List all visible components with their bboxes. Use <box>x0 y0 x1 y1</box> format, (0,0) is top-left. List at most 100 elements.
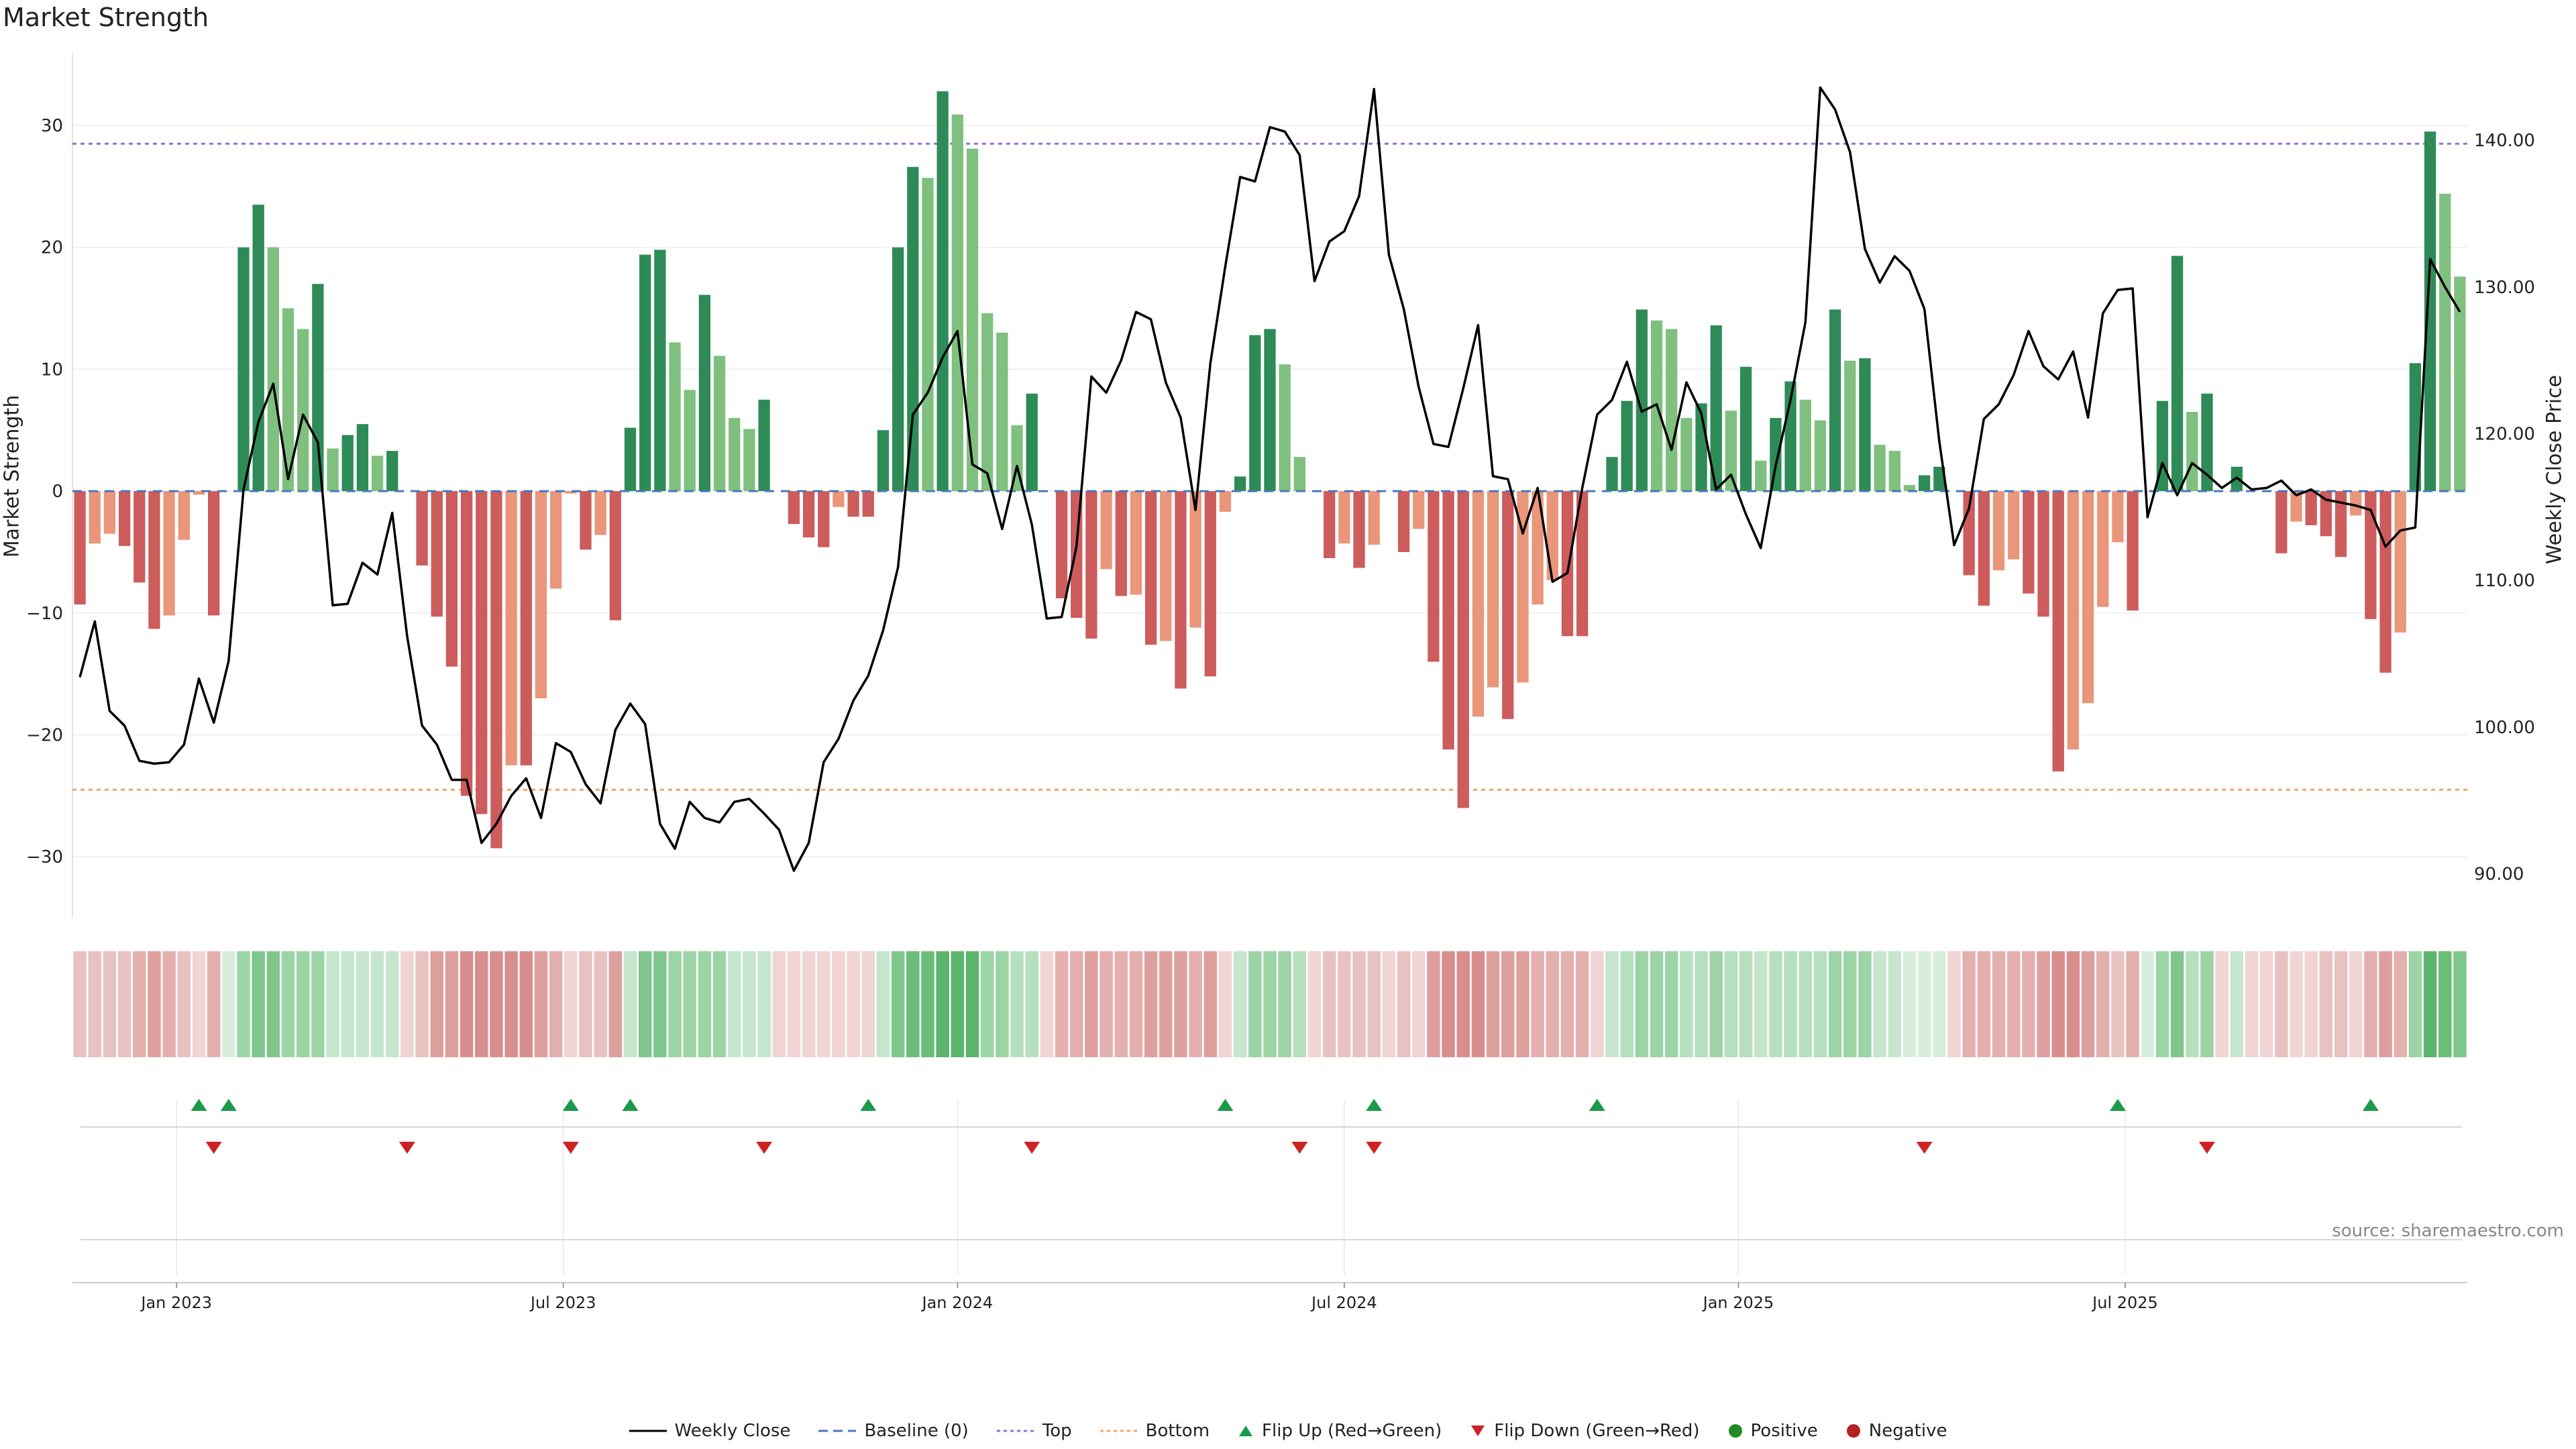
negative-strength-bar <box>1457 491 1469 808</box>
y2-tick-label: 100.00 <box>2474 718 2535 738</box>
heat-cell <box>1962 951 1976 1057</box>
heat-cell <box>1456 951 1470 1057</box>
positive-strength-bar <box>267 247 279 492</box>
heat-cell <box>1501 951 1515 1057</box>
heat-cell <box>2170 951 2184 1057</box>
negative-strength-bar <box>1100 491 1112 570</box>
x-tick-label: Jul 2025 <box>2091 1293 2158 1312</box>
heat-cell <box>2290 951 2303 1057</box>
heat-cell <box>1769 951 1782 1057</box>
y-ticks: 30 20 10 0 −10 −20 −30 <box>26 116 63 867</box>
positive-strength-bar <box>669 342 681 492</box>
negative-strength-bar <box>89 491 101 544</box>
heat-cell <box>1620 951 1633 1057</box>
flip-up-marker <box>2109 1099 2126 1111</box>
heat-cell <box>2275 951 2288 1057</box>
negative-strength-bar <box>1963 491 1975 576</box>
heat-cell <box>951 951 965 1057</box>
heat-cell <box>1650 951 1664 1057</box>
heat-cell <box>817 951 830 1057</box>
flip-up-marker <box>1366 1099 1383 1111</box>
legend-label: Weekly Close <box>674 1421 791 1441</box>
positive-strength-bar <box>981 313 994 492</box>
negative-strength-bar <box>788 491 800 525</box>
negative-strength-bar <box>460 491 473 796</box>
heat-cell <box>148 951 161 1057</box>
negative-strength-bar <box>178 491 190 540</box>
negative-strength-bar <box>148 491 160 629</box>
positive-strength-bar <box>1680 418 1693 492</box>
heat-cell <box>891 951 905 1057</box>
heat-cell <box>1739 951 1753 1057</box>
flip-down-marker <box>2198 1142 2215 1154</box>
positive-strength-bar <box>996 332 1008 492</box>
negative-strength-bar <box>609 491 621 621</box>
negative-strength-bar <box>1397 491 1410 552</box>
heat-cell <box>1605 951 1619 1057</box>
heat-cell <box>370 951 384 1057</box>
legend-baseline: Baseline (0) <box>818 1421 969 1441</box>
negative-strength-bar <box>431 491 443 617</box>
heat-cell <box>2334 951 2348 1057</box>
negative-strength-bar <box>818 491 830 547</box>
positive-strength-bar <box>743 429 755 492</box>
x-tick-label: Jan 2024 <box>920 1293 993 1312</box>
negative-strength-bar <box>1978 491 1990 606</box>
heat-cell <box>1144 951 1158 1057</box>
heat-cell <box>1947 951 1961 1057</box>
negative-strength-bar <box>520 491 532 765</box>
negative-strength-bar <box>802 491 815 538</box>
negative-strength-bar <box>1517 491 1529 683</box>
heat-cell <box>1709 951 1723 1057</box>
heat-cell <box>1010 951 1024 1057</box>
negative-strength-bar <box>1532 491 1544 605</box>
positive-strength-bar <box>282 308 294 492</box>
negative-strength-bar <box>580 491 592 550</box>
flip-up-marker <box>860 1099 877 1111</box>
heat-cell <box>281 951 295 1057</box>
heat-cell <box>1858 951 1872 1057</box>
positive-strength-bar <box>639 254 651 492</box>
positive-strength-bar <box>1755 460 1767 492</box>
negative-strength-bar <box>74 491 86 605</box>
heat-cell <box>549 951 563 1057</box>
heat-cell <box>1992 951 2006 1057</box>
x-axis: Jan 2023 Jul 2023 Jan 2024 Jul 2024 Jan 2025… <box>72 1282 2467 1312</box>
negative-strength-bar <box>2008 491 2020 559</box>
heat-cell <box>787 951 801 1057</box>
heat-cell <box>475 951 488 1057</box>
positive-strength-bar <box>892 247 904 492</box>
y2-tick-label: 130.00 <box>2474 278 2535 298</box>
heat-cell <box>2379 951 2392 1057</box>
legend-label: Negative <box>1868 1421 1947 1441</box>
heat-cell <box>1635 951 1649 1057</box>
positive-strength-bar <box>922 178 934 492</box>
positive-strength-bar <box>1919 475 1931 492</box>
heat-cell <box>1307 951 1322 1057</box>
negative-strength-bar <box>2067 491 2080 750</box>
positive-strength-bar <box>624 427 637 492</box>
negative-strength-bar <box>1576 491 1589 637</box>
heat-cell <box>1784 951 1797 1057</box>
legend-flip-up: Flip Up (Red→Green) <box>1238 1421 1442 1441</box>
heat-cell <box>1218 951 1232 1057</box>
heat-cell <box>876 951 890 1057</box>
heat-cell <box>2200 951 2214 1057</box>
heat-cell <box>847 951 860 1057</box>
y-tick-label: 10 <box>41 360 63 380</box>
heat-cell <box>103 951 117 1057</box>
heat-cell <box>683 951 696 1057</box>
heat-cell <box>1873 951 1886 1057</box>
heat-cell <box>1129 951 1143 1057</box>
heat-cell <box>88 951 102 1057</box>
positive-strength-bar <box>356 424 369 492</box>
positive-strength-bar <box>341 435 354 492</box>
negative-strength-bar <box>1992 491 2005 571</box>
triangle-up-icon <box>1239 1426 1253 1436</box>
negative-strength-bar <box>1353 491 1365 568</box>
heat-cell <box>623 951 637 1057</box>
heat-cell <box>2186 951 2199 1057</box>
negative-strength-bar <box>550 491 562 589</box>
strength-bars <box>74 91 2466 849</box>
negative-strength-bar <box>2290 491 2302 522</box>
